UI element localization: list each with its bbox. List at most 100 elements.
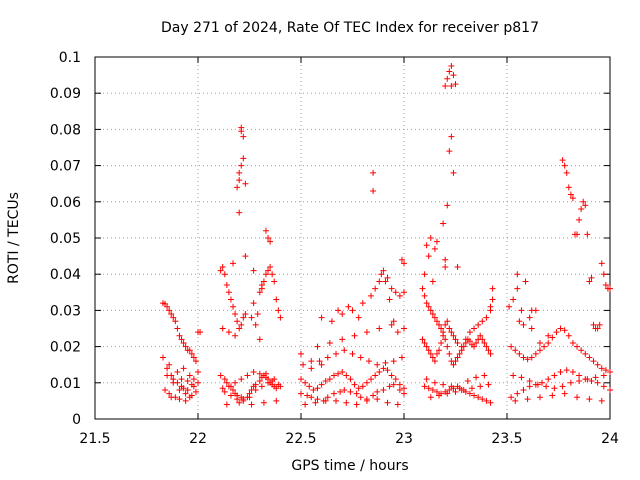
y-tick-label: 0.01: [50, 376, 81, 392]
data-point: [298, 390, 304, 397]
data-point: [314, 396, 321, 403]
data-point: [230, 260, 237, 267]
data-point: [464, 377, 471, 384]
data-point: [452, 336, 459, 343]
data-point: [365, 358, 372, 365]
data-point: [159, 354, 166, 361]
data-point: [524, 396, 531, 403]
data-point: [380, 365, 387, 372]
data-point: [471, 325, 478, 332]
data-point: [510, 296, 517, 303]
data-point: [236, 169, 243, 176]
data-point: [539, 379, 546, 386]
data-point: [250, 368, 257, 375]
data-point: [372, 372, 379, 379]
data-point: [192, 388, 199, 395]
data-point: [186, 347, 193, 354]
data-point: [471, 343, 478, 350]
data-point: [162, 387, 169, 394]
data-point: [436, 347, 443, 354]
data-point: [444, 390, 451, 397]
data-point: [557, 368, 564, 375]
data-point: [343, 399, 350, 406]
data-point: [401, 390, 407, 397]
data-point: [221, 388, 228, 395]
data-point: [192, 358, 199, 365]
data-point: [184, 377, 191, 384]
data-point: [462, 336, 469, 343]
data-point: [359, 300, 366, 307]
data-point: [302, 401, 309, 408]
data-point: [260, 399, 267, 406]
data-point: [246, 394, 253, 401]
data-point: [372, 285, 379, 292]
data-point: [576, 377, 583, 384]
data-point: [549, 334, 556, 341]
data-point: [275, 381, 282, 388]
data-point: [600, 383, 607, 390]
data-point: [607, 285, 613, 292]
data-point: [510, 372, 517, 379]
data-point: [487, 399, 494, 406]
data-point: [559, 157, 566, 164]
data-point: [273, 397, 280, 404]
data-point: [178, 376, 185, 383]
data-point: [429, 278, 436, 285]
data-point: [388, 372, 395, 379]
data-point: [370, 169, 377, 176]
data-point: [232, 332, 239, 339]
data-point: [479, 318, 486, 325]
data-point: [166, 307, 173, 314]
data-point: [333, 350, 340, 357]
data-point: [238, 162, 245, 169]
y-tick-label: 0.02: [50, 340, 81, 356]
data-point: [390, 381, 397, 388]
data-point: [473, 339, 480, 346]
data-point: [217, 267, 224, 274]
data-point: [256, 370, 263, 377]
y-tick-label: 0.06: [50, 195, 81, 211]
data-point: [594, 379, 601, 386]
data-point: [238, 376, 245, 383]
data-point: [429, 354, 436, 361]
data-point: [436, 321, 443, 328]
data-point: [267, 238, 274, 245]
data-point: [225, 289, 232, 296]
data-point: [442, 321, 449, 328]
data-point: [164, 372, 171, 379]
data-point: [357, 394, 364, 401]
data-point: [487, 350, 494, 357]
data-point: [526, 383, 533, 390]
data-point: [219, 263, 226, 270]
x-tick-label: 23.5: [491, 431, 522, 447]
x-tick-label: 22.5: [285, 431, 316, 447]
data-point: [328, 318, 335, 325]
data-point: [396, 387, 403, 394]
data-point: [559, 383, 566, 390]
data-point: [374, 396, 381, 403]
data-point: [355, 314, 362, 321]
data-point: [479, 336, 486, 343]
data-point: [271, 278, 278, 285]
data-point: [176, 332, 183, 339]
data-point: [594, 361, 601, 368]
data-point: [421, 383, 428, 390]
data-point: [262, 227, 269, 234]
data-point: [326, 376, 333, 383]
data-point: [545, 339, 552, 346]
x-axis-label: GPS time / hours: [291, 458, 408, 474]
data-point: [485, 347, 492, 354]
data-point: [574, 343, 581, 350]
data-point: [359, 383, 366, 390]
data-point: [234, 318, 241, 325]
data-point: [574, 231, 581, 238]
data-point: [390, 318, 397, 325]
data-point: [190, 376, 197, 383]
data-point: [339, 368, 346, 375]
data-point: [520, 354, 527, 361]
data-point: [236, 177, 243, 184]
data-point: [182, 390, 189, 397]
data-point: [423, 300, 430, 307]
data-point: [563, 169, 570, 176]
data-point: [446, 148, 453, 155]
